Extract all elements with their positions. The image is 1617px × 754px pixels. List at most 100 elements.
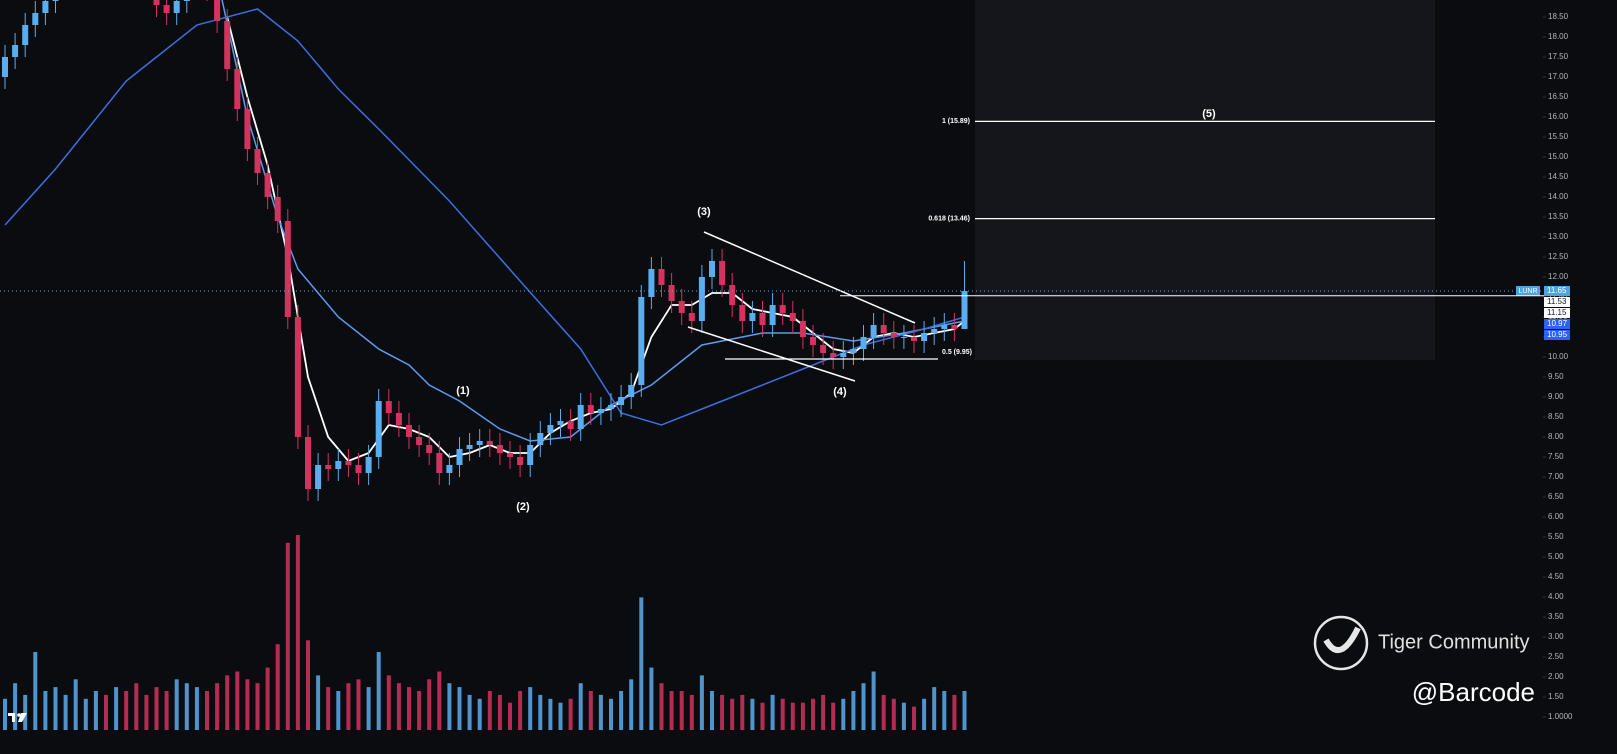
candle-body	[335, 461, 342, 469]
volume-bar	[13, 683, 18, 730]
candle-body	[325, 465, 332, 469]
volume-bar	[407, 687, 411, 730]
volume-bar	[710, 691, 714, 730]
tv-logo	[8, 713, 27, 722]
fib-label: 0.5 (9.95)	[942, 349, 972, 356]
wave-label: (1)	[456, 385, 470, 397]
volume-bar	[851, 691, 856, 730]
volume-bar	[861, 683, 866, 730]
volume-bar	[538, 694, 543, 730]
volume-bar	[43, 691, 48, 730]
candle-body	[547, 425, 554, 433]
candle-body	[648, 269, 655, 297]
volume-bar	[184, 683, 189, 730]
y-tick-label: 13.00	[1548, 232, 1569, 241]
y-tick-label: 5.00	[1548, 552, 1564, 561]
volume-bar	[740, 694, 745, 730]
candle-body	[779, 305, 786, 313]
price-tag	[1544, 330, 1570, 340]
y-tick-label: 9.50	[1548, 372, 1564, 381]
fib-zone	[975, 0, 1435, 360]
volume-bar	[508, 702, 512, 730]
candle-body	[365, 457, 372, 473]
volume-bar	[629, 679, 634, 730]
candle-body	[254, 149, 261, 173]
candle-body	[517, 457, 524, 465]
volume-bar	[588, 691, 593, 730]
y-tick-label: 16.50	[1548, 92, 1569, 101]
volume-bar	[447, 683, 452, 730]
candle-body	[355, 465, 362, 473]
candle-body	[941, 325, 948, 329]
y-tick-label: 2.00	[1548, 672, 1564, 681]
candle-body	[315, 465, 322, 489]
candle-body	[709, 261, 715, 277]
candle-body	[375, 401, 382, 457]
volume-bar	[73, 679, 78, 730]
y-tick-label: 6.50	[1548, 492, 1564, 501]
volume-bar	[790, 702, 795, 730]
volume-bar	[93, 691, 98, 730]
volume-bar	[3, 698, 7, 730]
volume-bar	[568, 698, 573, 730]
volume-bar	[548, 698, 553, 730]
candle-body	[860, 337, 867, 349]
candle-body	[426, 445, 433, 453]
volume-bar	[871, 671, 876, 730]
y-tick-label: 5.50	[1548, 532, 1564, 541]
symbol-label: LUNR	[1518, 288, 1537, 295]
moving-average	[221, 0, 965, 442]
price-tag-label: 11.15	[1547, 308, 1567, 317]
price-tag-label: 11.53	[1547, 297, 1567, 306]
candle-body	[183, 0, 190, 1]
volume-bar	[689, 694, 694, 730]
volume-bar	[730, 698, 735, 730]
volume-bar	[649, 667, 654, 730]
candle-body	[577, 405, 584, 429]
y-tick-label: 15.00	[1548, 152, 1569, 161]
wave-label: (4)	[833, 386, 847, 398]
volume-bar	[164, 691, 169, 730]
volume-bar	[952, 694, 957, 730]
volume-bar	[154, 687, 159, 730]
brand: Tiger Community	[1378, 631, 1530, 653]
candle-body	[870, 325, 877, 337]
candle-body	[214, 0, 221, 21]
candle-body	[406, 425, 412, 437]
volume-bar	[487, 691, 492, 730]
volume-bar	[699, 675, 704, 730]
candle-body	[567, 421, 574, 429]
price-tag	[1544, 319, 1570, 329]
y-tick-label: 4.00	[1548, 592, 1564, 601]
price-tag-label: 10.97	[1547, 319, 1568, 328]
candle-body	[628, 385, 635, 397]
price-tag	[1544, 297, 1570, 307]
candle-body	[951, 325, 958, 329]
y-tick-label: 8.50	[1548, 412, 1564, 421]
volume-bar	[33, 652, 38, 730]
fib-label: 1 (15.89)	[942, 118, 970, 125]
y-tick-label: 2.50	[1548, 652, 1564, 661]
volume-bar	[215, 683, 220, 730]
volume-bar	[235, 671, 240, 730]
volume-bar	[376, 652, 381, 730]
volume-bar	[821, 694, 826, 730]
candle-body	[931, 329, 938, 333]
candle-body	[749, 313, 756, 321]
volume-bar	[245, 679, 250, 730]
volume-bar	[134, 683, 139, 730]
volume-bar	[174, 679, 179, 730]
volume-bar	[932, 687, 937, 730]
y-tick-label: 18.00	[1548, 32, 1569, 41]
candle-body	[719, 261, 726, 285]
y-tick-label: 1.0000	[1548, 712, 1573, 721]
candle-body	[890, 333, 897, 337]
volume-bar	[225, 675, 230, 730]
candle-body	[446, 465, 453, 473]
volume-bar	[912, 706, 916, 730]
volume-bar	[356, 679, 361, 730]
candle-body	[668, 285, 675, 301]
volume-bar	[346, 683, 351, 730]
volume-bar	[962, 691, 967, 730]
candle-body	[618, 397, 625, 405]
